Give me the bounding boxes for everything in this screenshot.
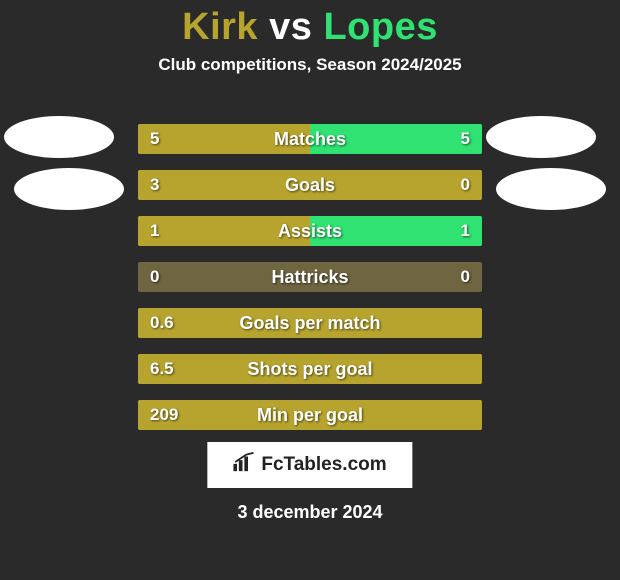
bar-fill-left <box>138 216 310 246</box>
bar-label: Hattricks <box>138 262 482 292</box>
bar-row: 0.6Goals per match <box>138 308 482 338</box>
subtitle: Club competitions, Season 2024/2025 <box>0 55 620 75</box>
vs-label: vs <box>269 6 312 48</box>
brand-icon <box>233 452 255 478</box>
bar-fill-left <box>138 124 310 154</box>
bar-fill-right <box>310 216 482 246</box>
comparison-bars: 55Matches 30Goals 11Assists 0 0Hattricks 0.6G… <box>138 124 482 446</box>
bar-fill-left <box>138 354 482 384</box>
bar-fill-left <box>138 170 482 200</box>
bar-value-left: 0 <box>150 262 159 292</box>
brand-badge: FcTables.com <box>207 442 412 488</box>
player2-name: Lopes <box>323 6 437 48</box>
bar-row: 209Min per goal <box>138 400 482 430</box>
bar-row: 30Goals <box>138 170 482 200</box>
bar-row: 6.5Shots per goal <box>138 354 482 384</box>
avatar-right-1 <box>486 116 596 158</box>
player1-name: Kirk <box>182 6 258 48</box>
bar-row: 0 0Hattricks <box>138 262 482 292</box>
page-title: Kirk vs Lopes <box>0 0 620 49</box>
bar-row: 55Matches <box>138 124 482 154</box>
date-label: 3 december 2024 <box>0 502 620 523</box>
bar-fill-left <box>138 308 482 338</box>
avatar-right-2 <box>496 168 606 210</box>
bar-value-right: 0 <box>461 262 470 292</box>
bar-row: 11Assists <box>138 216 482 246</box>
avatar-left-1 <box>4 116 114 158</box>
bar-fill-left <box>138 400 482 430</box>
avatar-left-2 <box>14 168 124 210</box>
brand-text: FcTables.com <box>261 454 386 476</box>
bar-fill-right <box>310 124 482 154</box>
